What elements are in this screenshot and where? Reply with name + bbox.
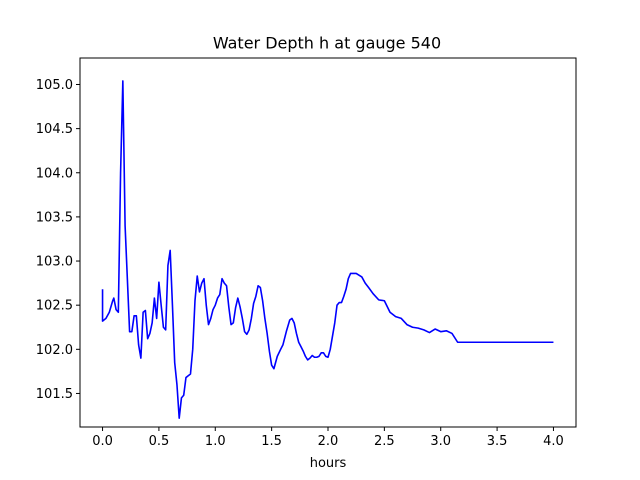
chart-title: Water Depth h at gauge 540 xyxy=(213,34,441,53)
x-tick-label: 0.5 xyxy=(149,434,170,449)
x-tick-label: 2.0 xyxy=(318,434,339,449)
y-tick-label: 104.0 xyxy=(36,166,73,181)
x-tick-label: 0.0 xyxy=(92,434,113,449)
x-tick-label: 3.0 xyxy=(430,434,451,449)
y-tick-label: 102.0 xyxy=(36,343,73,358)
plot-area xyxy=(101,80,554,419)
x-tick-label: 4.0 xyxy=(543,434,564,449)
x-tick-label: 1.0 xyxy=(205,434,226,449)
x-axis-label: hours xyxy=(310,456,347,471)
x-axis: 0.0 0.5 1.0 1.5 2.0 2.5 3.0 3.5 4.0 xyxy=(92,427,564,449)
y-tick-label: 101.5 xyxy=(36,387,73,402)
y-tick-label: 104.5 xyxy=(36,122,73,137)
series-line-0 xyxy=(101,80,554,419)
y-axis: 101.5 102.0 102.5 103.0 103.5 104.0 104.5 105.0 xyxy=(36,78,80,402)
x-tick-label: 1.5 xyxy=(261,434,282,449)
y-tick-label: 102.5 xyxy=(36,299,73,314)
y-tick-label: 103.5 xyxy=(36,210,73,225)
x-tick-label: 3.5 xyxy=(487,434,508,449)
y-tick-label: 103.0 xyxy=(36,255,73,270)
x-tick-label: 2.5 xyxy=(374,434,395,449)
y-tick-label: 105.0 xyxy=(36,78,73,93)
